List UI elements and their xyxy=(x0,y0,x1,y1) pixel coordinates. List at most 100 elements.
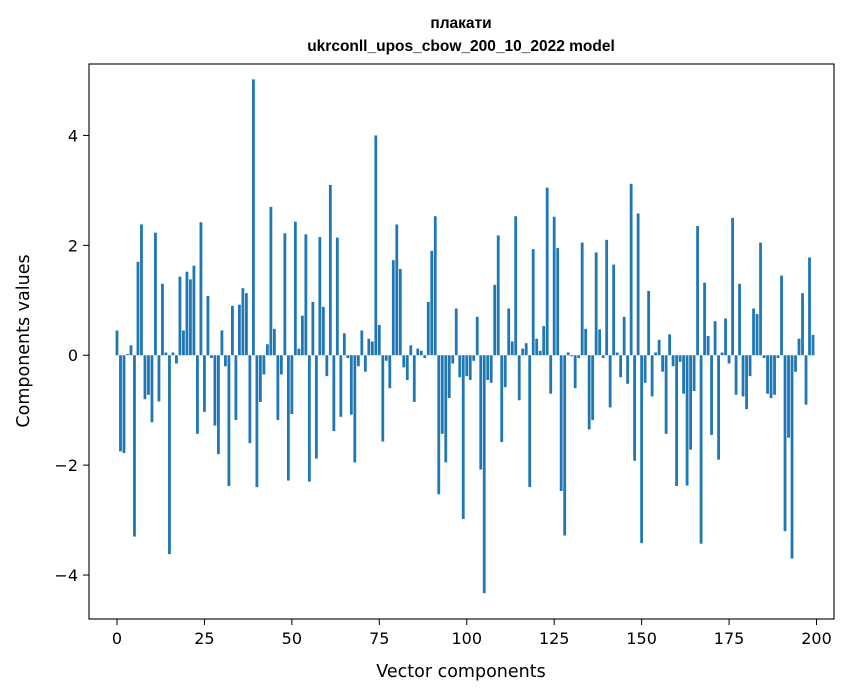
bar-151 xyxy=(643,355,647,383)
bar-106 xyxy=(486,355,490,380)
bar-94 xyxy=(444,355,448,463)
bar-148 xyxy=(633,355,637,461)
bar-197 xyxy=(804,355,808,405)
bar-81 xyxy=(398,268,402,356)
bar-157 xyxy=(664,355,668,434)
bar-126 xyxy=(556,248,560,356)
x-axis-ticks: 0 25 50 75 100 125 150 175 200 xyxy=(112,619,832,648)
bar-108 xyxy=(493,284,497,356)
bars-group xyxy=(115,79,815,594)
bar-73 xyxy=(370,341,374,356)
bar-115 xyxy=(517,355,521,401)
bar-173 xyxy=(720,352,724,356)
bar-155 xyxy=(657,339,661,356)
y-tick-label--4: −4 xyxy=(54,566,78,585)
bar-136 xyxy=(591,355,595,421)
bar-132 xyxy=(577,355,581,358)
bar-0 xyxy=(115,330,119,356)
bar-32 xyxy=(227,355,231,487)
bar-109 xyxy=(496,235,500,356)
bar-99 xyxy=(461,355,465,519)
bar-5 xyxy=(133,355,136,537)
bar-133 xyxy=(580,242,584,356)
bar-23 xyxy=(196,355,199,434)
bar-74 xyxy=(374,135,378,356)
bar-107 xyxy=(489,355,493,383)
bar-2 xyxy=(122,355,126,454)
bar-191 xyxy=(783,355,787,532)
bar-69 xyxy=(356,355,360,367)
bar-190 xyxy=(780,275,783,356)
bar-154 xyxy=(654,352,658,356)
bar-55 xyxy=(307,355,311,482)
bar-75 xyxy=(377,325,381,356)
y-axis-label: Components values xyxy=(14,254,34,427)
bar-134 xyxy=(584,328,588,356)
bar-163 xyxy=(685,355,689,486)
bar-105 xyxy=(482,355,486,594)
bar-68 xyxy=(353,355,357,463)
bar-179 xyxy=(741,355,745,397)
plot-frame xyxy=(88,63,835,620)
bar-153 xyxy=(650,355,654,397)
bar-80 xyxy=(395,224,399,356)
bar-56 xyxy=(311,301,315,356)
bar-118 xyxy=(528,355,532,488)
bar-170 xyxy=(710,355,713,435)
bar-172 xyxy=(717,355,720,460)
bar-17 xyxy=(175,355,178,364)
bar-104 xyxy=(479,355,483,470)
bar-176 xyxy=(731,217,734,356)
bar-127 xyxy=(559,355,563,491)
bar-165 xyxy=(692,355,696,391)
bar-90 xyxy=(430,250,434,356)
bar-91 xyxy=(433,216,437,356)
bar-24 xyxy=(199,222,203,356)
bar-119 xyxy=(531,249,535,356)
bar-166 xyxy=(696,226,699,356)
bar-177 xyxy=(734,355,738,395)
bar-183 xyxy=(755,314,759,356)
bar-125 xyxy=(552,216,556,356)
bar-100 xyxy=(465,355,469,377)
chart-subtitle: ukrconll_upos_cbow_200_10_2022 model xyxy=(307,38,615,55)
bar-33 xyxy=(231,305,234,356)
bar-188 xyxy=(773,355,776,395)
bar-43 xyxy=(265,344,269,356)
bar-49 xyxy=(286,355,290,481)
bar-6 xyxy=(136,261,140,356)
bar-101 xyxy=(468,355,472,380)
bar-53 xyxy=(300,315,304,356)
bar-1 xyxy=(119,355,122,452)
x-tick-label-125: 125 xyxy=(539,629,570,648)
bar-27 xyxy=(210,355,213,358)
bar-72 xyxy=(367,338,371,356)
bar-117 xyxy=(524,343,528,356)
bar-135 xyxy=(587,355,591,430)
bar-9 xyxy=(147,355,150,395)
x-tick-label-25: 25 xyxy=(194,629,214,648)
bar-192 xyxy=(787,355,790,438)
bar-41 xyxy=(258,355,262,402)
bar-120 xyxy=(535,338,539,356)
bar-29 xyxy=(217,355,220,455)
y-tick-label-4: 4 xyxy=(68,126,78,145)
bar-189 xyxy=(776,355,780,358)
bar-45 xyxy=(272,328,276,356)
bar-36 xyxy=(241,288,245,356)
bar-147 xyxy=(629,183,633,356)
bar-7 xyxy=(140,224,143,356)
bar-66 xyxy=(346,355,350,358)
bar-82 xyxy=(402,355,406,368)
bar-124 xyxy=(549,355,553,394)
bar-12 xyxy=(157,355,161,402)
bar-14 xyxy=(164,352,168,356)
x-axis-label: Vector components xyxy=(376,662,545,682)
bar-28 xyxy=(213,355,217,426)
y-axis-ticks: −4 −2 0 2 4 xyxy=(54,126,89,585)
x-tick-label-0: 0 xyxy=(112,629,122,648)
bar-178 xyxy=(738,283,741,356)
bar-18 xyxy=(178,276,182,356)
bar-193 xyxy=(790,355,794,559)
